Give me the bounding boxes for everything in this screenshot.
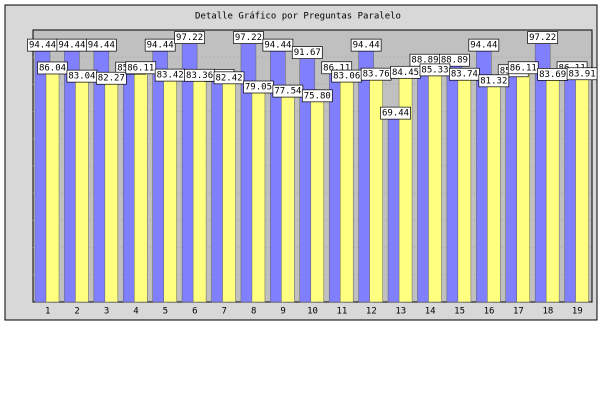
value-label: 97.22	[176, 33, 203, 43]
value-label: 91.67	[294, 48, 321, 58]
x-tick-label: 8	[251, 307, 256, 317]
x-tick-label: 18	[542, 307, 553, 317]
value-label-box	[478, 74, 510, 88]
value-label: 84.45	[392, 68, 419, 78]
x-tick-label: 19	[572, 307, 583, 317]
x-tick-label: 5	[163, 307, 168, 317]
value-label-box	[439, 53, 470, 67]
bar	[516, 67, 530, 303]
value-label-box	[449, 67, 480, 81]
value-label: 79.05	[245, 82, 272, 92]
chart-title: Detalle Gráfico por Preguntas Paralelo	[195, 12, 401, 22]
value-label-box	[380, 106, 411, 120]
value-label: 81.32	[480, 76, 507, 86]
value-label: 94.44	[353, 41, 380, 51]
value-label: 83.74	[451, 70, 478, 80]
value-label-box	[350, 38, 382, 52]
x-tick-label: 6	[192, 307, 197, 317]
value-label: 94.44	[29, 41, 56, 51]
value-label: 83.76	[363, 70, 390, 80]
x-tick-label: 14	[425, 307, 436, 317]
bar	[251, 86, 266, 303]
value-label: 94.44	[470, 41, 497, 51]
x-tick-label: 4	[133, 307, 138, 317]
value-label-box	[37, 61, 68, 75]
value-label: 83.69	[539, 70, 566, 80]
value-label: 83.42	[157, 71, 184, 81]
value-label-box	[85, 38, 117, 52]
value-label-box	[233, 31, 264, 44]
value-label: 85.33	[421, 65, 448, 75]
value-label: 86.04	[39, 63, 66, 73]
value-label: 86.11	[127, 63, 154, 73]
value-label: 94.44	[147, 41, 174, 51]
value-label-box	[507, 61, 539, 75]
value-label: 97.22	[529, 33, 556, 43]
x-tick-label: 11	[336, 307, 347, 317]
value-label: 83.06	[333, 72, 360, 82]
bar	[545, 74, 560, 303]
bar	[398, 72, 413, 303]
value-label-box	[144, 38, 176, 52]
value-label-box	[262, 38, 294, 52]
bar	[310, 95, 325, 303]
value-label: 83.04	[68, 72, 95, 82]
x-tick-label: 10	[307, 307, 318, 317]
bar	[339, 75, 354, 303]
value-label: 75.80	[304, 91, 331, 101]
bar	[457, 73, 472, 303]
x-tick-label: 9	[280, 307, 285, 317]
value-label: 83.36	[186, 71, 213, 81]
bar	[281, 90, 295, 303]
value-label-box	[566, 67, 598, 81]
value-label: 94.44	[58, 41, 85, 51]
value-label: 97.22	[235, 33, 262, 43]
value-label: 88.89	[441, 56, 468, 66]
bar	[75, 75, 89, 303]
bar	[45, 67, 60, 303]
value-label: 82.27	[98, 74, 125, 84]
value-label-box	[527, 31, 559, 44]
x-tick-label: 2	[74, 307, 79, 317]
value-label: 86.11	[323, 63, 350, 73]
value-label-box	[174, 31, 205, 44]
value-label: 94.44	[264, 41, 291, 51]
x-tick-label: 12	[366, 307, 377, 317]
bar	[487, 80, 501, 303]
value-label: 82.42	[215, 73, 242, 83]
value-label: 86.11	[510, 63, 537, 73]
value-label: 88.89	[411, 56, 438, 66]
value-label-box	[291, 46, 323, 60]
x-tick-label: 13	[395, 307, 406, 317]
x-tick-label: 15	[454, 307, 465, 317]
bar	[134, 67, 148, 303]
value-label-box	[213, 71, 245, 85]
value-label: 77.54	[274, 87, 301, 97]
bar	[428, 69, 442, 303]
value-label-box	[301, 89, 333, 103]
x-tick-label: 17	[513, 307, 524, 317]
bar	[192, 75, 207, 303]
value-label-box	[125, 61, 157, 75]
x-tick-label: 16	[484, 307, 495, 317]
x-tick-label: 1	[45, 307, 50, 317]
bar	[104, 77, 119, 303]
x-tick-label: 3	[104, 307, 109, 317]
x-tick-label: 7	[222, 307, 227, 317]
bar	[575, 73, 589, 303]
value-label-box	[468, 38, 500, 52]
bar	[222, 77, 236, 303]
bar	[163, 74, 177, 303]
value-label: 83.91	[569, 69, 596, 79]
value-label: 94.44	[88, 41, 115, 51]
value-label: 69.44	[382, 109, 409, 119]
value-label-box	[95, 71, 127, 85]
